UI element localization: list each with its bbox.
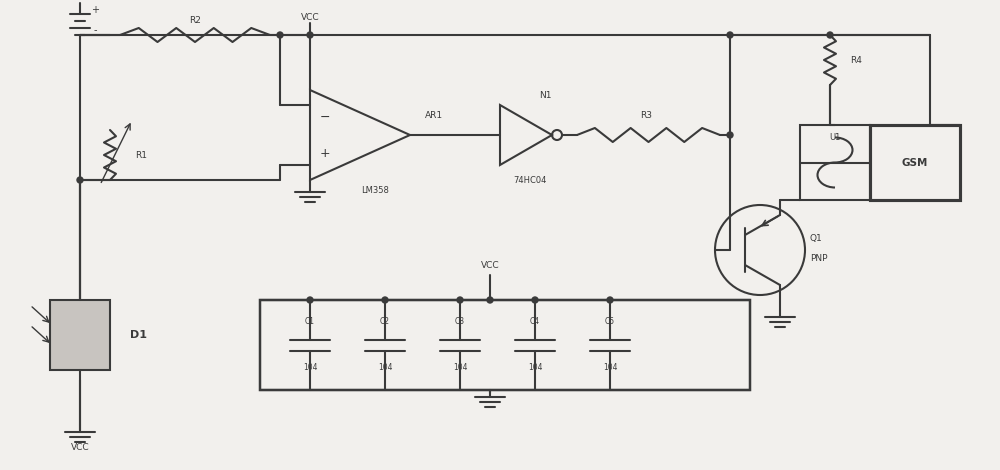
- Bar: [800, 125, 870, 200]
- Circle shape: [727, 32, 733, 38]
- Text: D1: D1: [130, 330, 147, 340]
- Circle shape: [727, 132, 733, 138]
- Text: Q1: Q1: [810, 234, 823, 243]
- Circle shape: [532, 297, 538, 303]
- Bar: [870, 125, 960, 200]
- Text: +: +: [320, 147, 330, 159]
- Text: R1: R1: [135, 150, 147, 159]
- Text: 74HC04: 74HC04: [513, 175, 547, 185]
- Text: −: −: [320, 110, 330, 124]
- Circle shape: [307, 32, 313, 38]
- Text: U1: U1: [829, 133, 841, 141]
- Text: R4: R4: [850, 55, 862, 64]
- Text: -: -: [93, 25, 97, 35]
- Text: VCC: VCC: [71, 444, 89, 453]
- Text: N1: N1: [539, 91, 551, 100]
- Circle shape: [487, 297, 493, 303]
- Text: GSM: GSM: [902, 157, 928, 167]
- Text: C5: C5: [605, 318, 615, 327]
- Circle shape: [457, 297, 463, 303]
- Circle shape: [382, 297, 388, 303]
- Text: 104: 104: [528, 363, 542, 373]
- Text: C1: C1: [305, 318, 315, 327]
- Circle shape: [827, 32, 833, 38]
- Text: C3: C3: [455, 318, 465, 327]
- Circle shape: [307, 297, 313, 303]
- Text: C2: C2: [380, 318, 390, 327]
- Bar: [260, 300, 750, 390]
- Text: AR1: AR1: [425, 110, 443, 119]
- Text: VCC: VCC: [301, 13, 319, 22]
- Circle shape: [77, 177, 83, 183]
- Text: LM358: LM358: [361, 186, 389, 195]
- Text: 104: 104: [378, 363, 392, 373]
- Bar: [50, 300, 110, 370]
- Text: VCC: VCC: [481, 260, 499, 269]
- Text: 104: 104: [603, 363, 617, 373]
- Text: 104: 104: [303, 363, 317, 373]
- Circle shape: [607, 297, 613, 303]
- Circle shape: [277, 32, 283, 38]
- Text: R2: R2: [189, 16, 201, 24]
- Text: PNP: PNP: [810, 253, 828, 263]
- Text: C4: C4: [530, 318, 540, 327]
- Text: +: +: [91, 5, 99, 15]
- Text: R3: R3: [640, 110, 652, 119]
- Text: 104: 104: [453, 363, 467, 373]
